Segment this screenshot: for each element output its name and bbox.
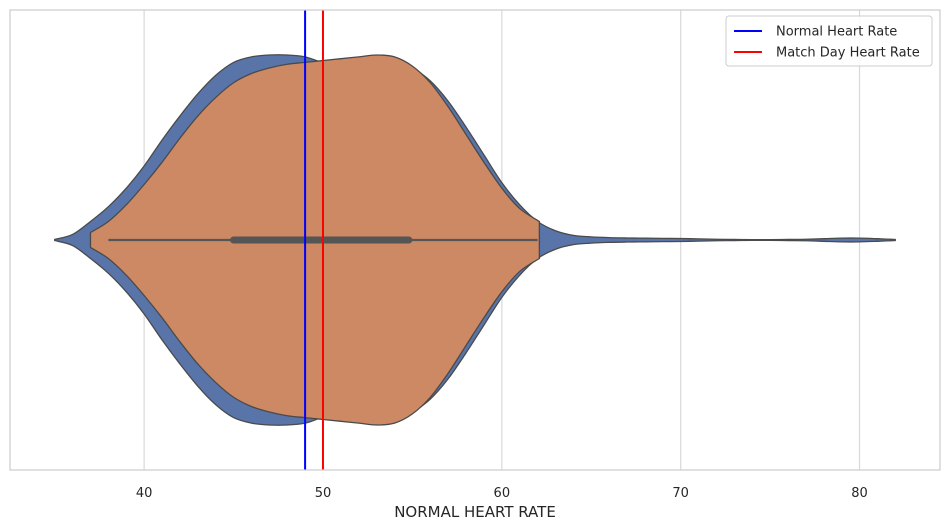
x-tick-labels: 40 50 60 70 80 xyxy=(136,486,868,501)
x-tick-70: 70 xyxy=(672,486,689,501)
reference-lines xyxy=(304,10,324,470)
legend: Normal Heart Rate Match Day Heart Rate xyxy=(725,15,933,67)
x-tick-40: 40 xyxy=(136,486,153,501)
plot-frame xyxy=(9,9,941,471)
x-tick-50: 50 xyxy=(315,486,332,501)
x-axis-label: NORMAL HEART RATE xyxy=(394,503,556,521)
legend-label-match-day: Match Day Heart Rate xyxy=(776,46,920,61)
x-tick-80: 80 xyxy=(851,486,868,501)
legend-label-normal: Normal Heart Rate xyxy=(776,25,897,40)
legend-box xyxy=(725,15,933,67)
x-tick-60: 60 xyxy=(494,486,511,501)
